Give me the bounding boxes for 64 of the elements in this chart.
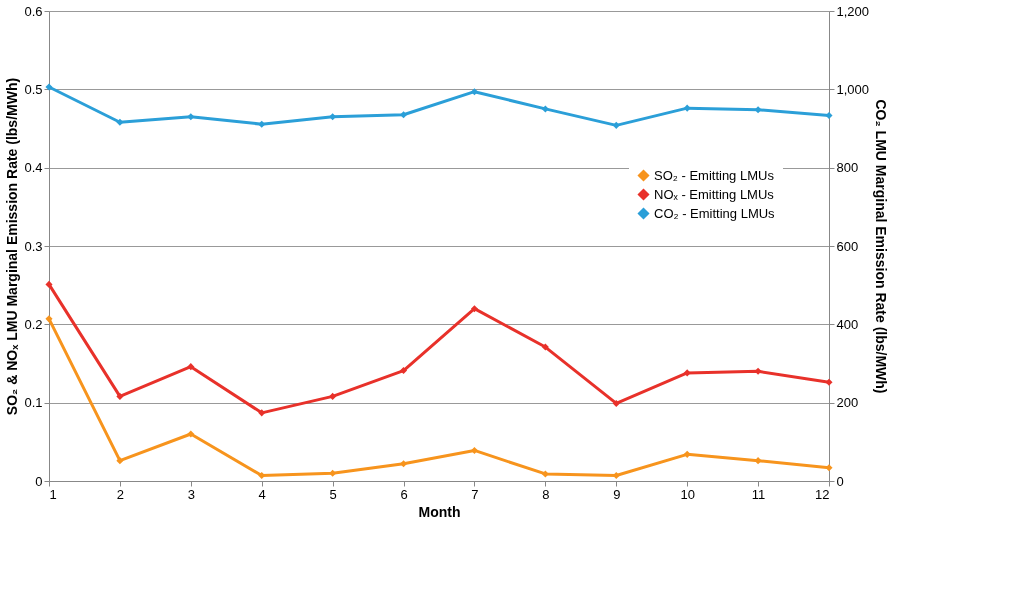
point <box>683 104 691 112</box>
point <box>683 450 691 458</box>
y2-tick-label: 0 <box>836 473 844 489</box>
x-tick-label: 10 <box>680 486 695 502</box>
y-tick-label: 0.3 <box>24 238 43 254</box>
point <box>400 111 408 119</box>
x-tick-label: 4 <box>258 486 266 502</box>
y2-tick-label: 1,200 <box>836 3 870 19</box>
x-tick-label: 3 <box>187 486 195 502</box>
point <box>470 88 478 96</box>
point <box>45 280 53 288</box>
point <box>612 121 620 129</box>
y-tick-label: 0.4 <box>24 160 43 176</box>
x-tick-label: 9 <box>613 486 621 502</box>
legend-label: CO₂ - Emitting LMUs <box>654 205 776 221</box>
point <box>45 83 53 91</box>
y-tick-label: 0.1 <box>24 395 43 411</box>
y2-axis-title: CO₂ LMU Marginal Emission Rate (lbs/MWh) <box>873 99 890 394</box>
point <box>187 113 195 121</box>
point <box>754 106 762 114</box>
y-tick-label: 0 <box>35 473 43 489</box>
x-tick-label: 6 <box>400 486 408 502</box>
point <box>258 120 266 128</box>
point <box>400 460 408 468</box>
point <box>470 305 478 313</box>
point <box>258 471 266 480</box>
legend-label: SO₂ - Emitting LMUs <box>654 167 775 183</box>
point <box>612 399 620 407</box>
x-tick-label: 1 <box>49 486 57 502</box>
y2-tick-label: 800 <box>836 160 859 176</box>
point <box>187 363 195 371</box>
point <box>45 315 53 323</box>
legend-label: NOₓ - Emitting LMUs <box>654 186 775 202</box>
y-tick-label: 0.2 <box>24 316 43 332</box>
point <box>187 430 195 438</box>
y2-tick-label: 200 <box>836 395 859 411</box>
y-tick-label: 0.6 <box>24 3 43 19</box>
y2-tick-label: 400 <box>836 316 859 332</box>
x-tick-label: 5 <box>329 486 337 502</box>
y2-tick-label: 600 <box>836 238 859 254</box>
point <box>541 105 549 113</box>
point <box>470 446 478 454</box>
x-tick-label: 12 <box>815 486 830 502</box>
point <box>825 464 833 472</box>
point <box>400 367 408 375</box>
y2-tick-label: 1,000 <box>836 81 870 97</box>
y-tick-label: 0.5 <box>24 81 43 97</box>
point <box>329 469 337 477</box>
point <box>329 392 337 400</box>
x-axis-title: Month <box>418 503 461 520</box>
point <box>825 112 833 120</box>
point <box>541 343 549 351</box>
x-tick-label: 7 <box>471 486 479 502</box>
point <box>116 392 124 400</box>
point <box>116 457 124 465</box>
point <box>258 409 266 417</box>
point <box>116 118 124 126</box>
x-tick-label: 8 <box>542 486 550 502</box>
point <box>825 378 833 386</box>
point <box>541 470 549 478</box>
x-tick-label: 2 <box>116 486 125 502</box>
point <box>683 369 691 377</box>
y-axis-title: SO₂ & NOₓ LMU Marginal Emission Rate (lbs/MWh) <box>4 77 21 416</box>
x-tick-label: 11 <box>751 486 766 502</box>
